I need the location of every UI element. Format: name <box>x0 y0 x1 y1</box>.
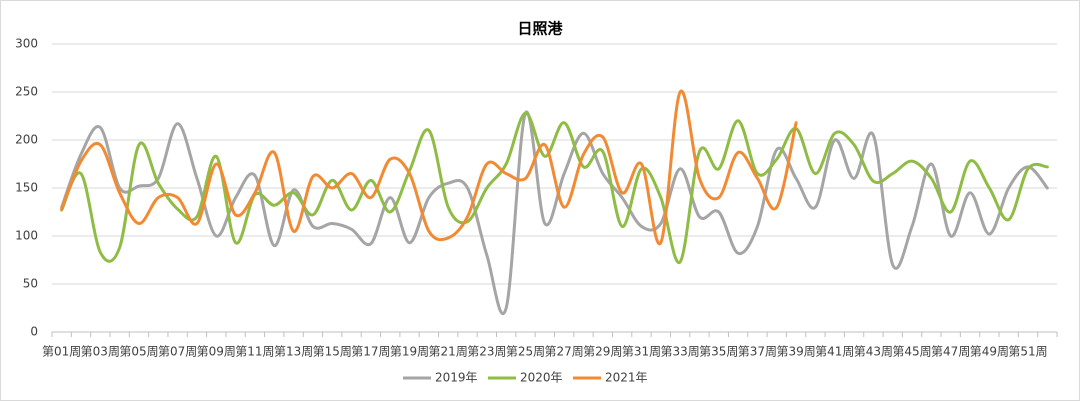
chart-title: 日照港 <box>517 20 563 38</box>
x-tick-label: 第05周 <box>119 345 158 359</box>
x-tick-label: 第33周 <box>660 345 699 359</box>
x-tick-label: 第03周 <box>81 345 120 359</box>
x-tick-label: 第47周 <box>931 345 970 359</box>
x-tick-label: 第43周 <box>854 345 893 359</box>
x-tick-label: 第29周 <box>583 345 622 359</box>
y-tick-label: 200 <box>15 133 38 147</box>
x-tick-label: 第19周 <box>390 345 429 359</box>
x-tick-label: 第07周 <box>158 345 197 359</box>
x-tick-label: 第13周 <box>274 345 313 359</box>
y-tick-label: 100 <box>15 229 38 243</box>
y-tick-label: 50 <box>23 277 38 291</box>
y-tick-label: 150 <box>15 181 38 195</box>
x-tick-label: 第49周 <box>970 345 1009 359</box>
legend-label: 2020年 <box>520 371 563 385</box>
series-line <box>60 111 1049 264</box>
x-tick-label: 第01周 <box>42 345 81 359</box>
x-tick-label: 第31周 <box>622 345 661 359</box>
x-tick-label: 第39周 <box>776 345 815 359</box>
x-tick-label: 第25周 <box>506 345 545 359</box>
x-tick-label: 第37周 <box>738 345 777 359</box>
x-tick-label: 第15周 <box>313 345 352 359</box>
x-tick-label: 第41周 <box>815 345 854 359</box>
y-tick-label: 0 <box>30 325 38 339</box>
legend-label: 2021年 <box>605 371 648 385</box>
x-tick-label: 第51周 <box>1008 345 1047 359</box>
legend-label: 2019年 <box>435 371 478 385</box>
x-tick-label: 第17周 <box>351 345 390 359</box>
x-tick-label: 第27周 <box>545 345 584 359</box>
y-tick-label: 300 <box>15 37 38 51</box>
x-tick-label: 第21周 <box>429 345 468 359</box>
x-tick-label: 第45周 <box>892 345 931 359</box>
x-tick-label: 第11周 <box>235 345 274 359</box>
x-tick-label: 第35周 <box>699 345 738 359</box>
x-tick-label: 第09周 <box>197 345 236 359</box>
y-tick-label: 250 <box>15 85 38 99</box>
series-line <box>60 110 1049 316</box>
x-tick-label: 第23周 <box>467 345 506 359</box>
series-line <box>60 89 798 246</box>
